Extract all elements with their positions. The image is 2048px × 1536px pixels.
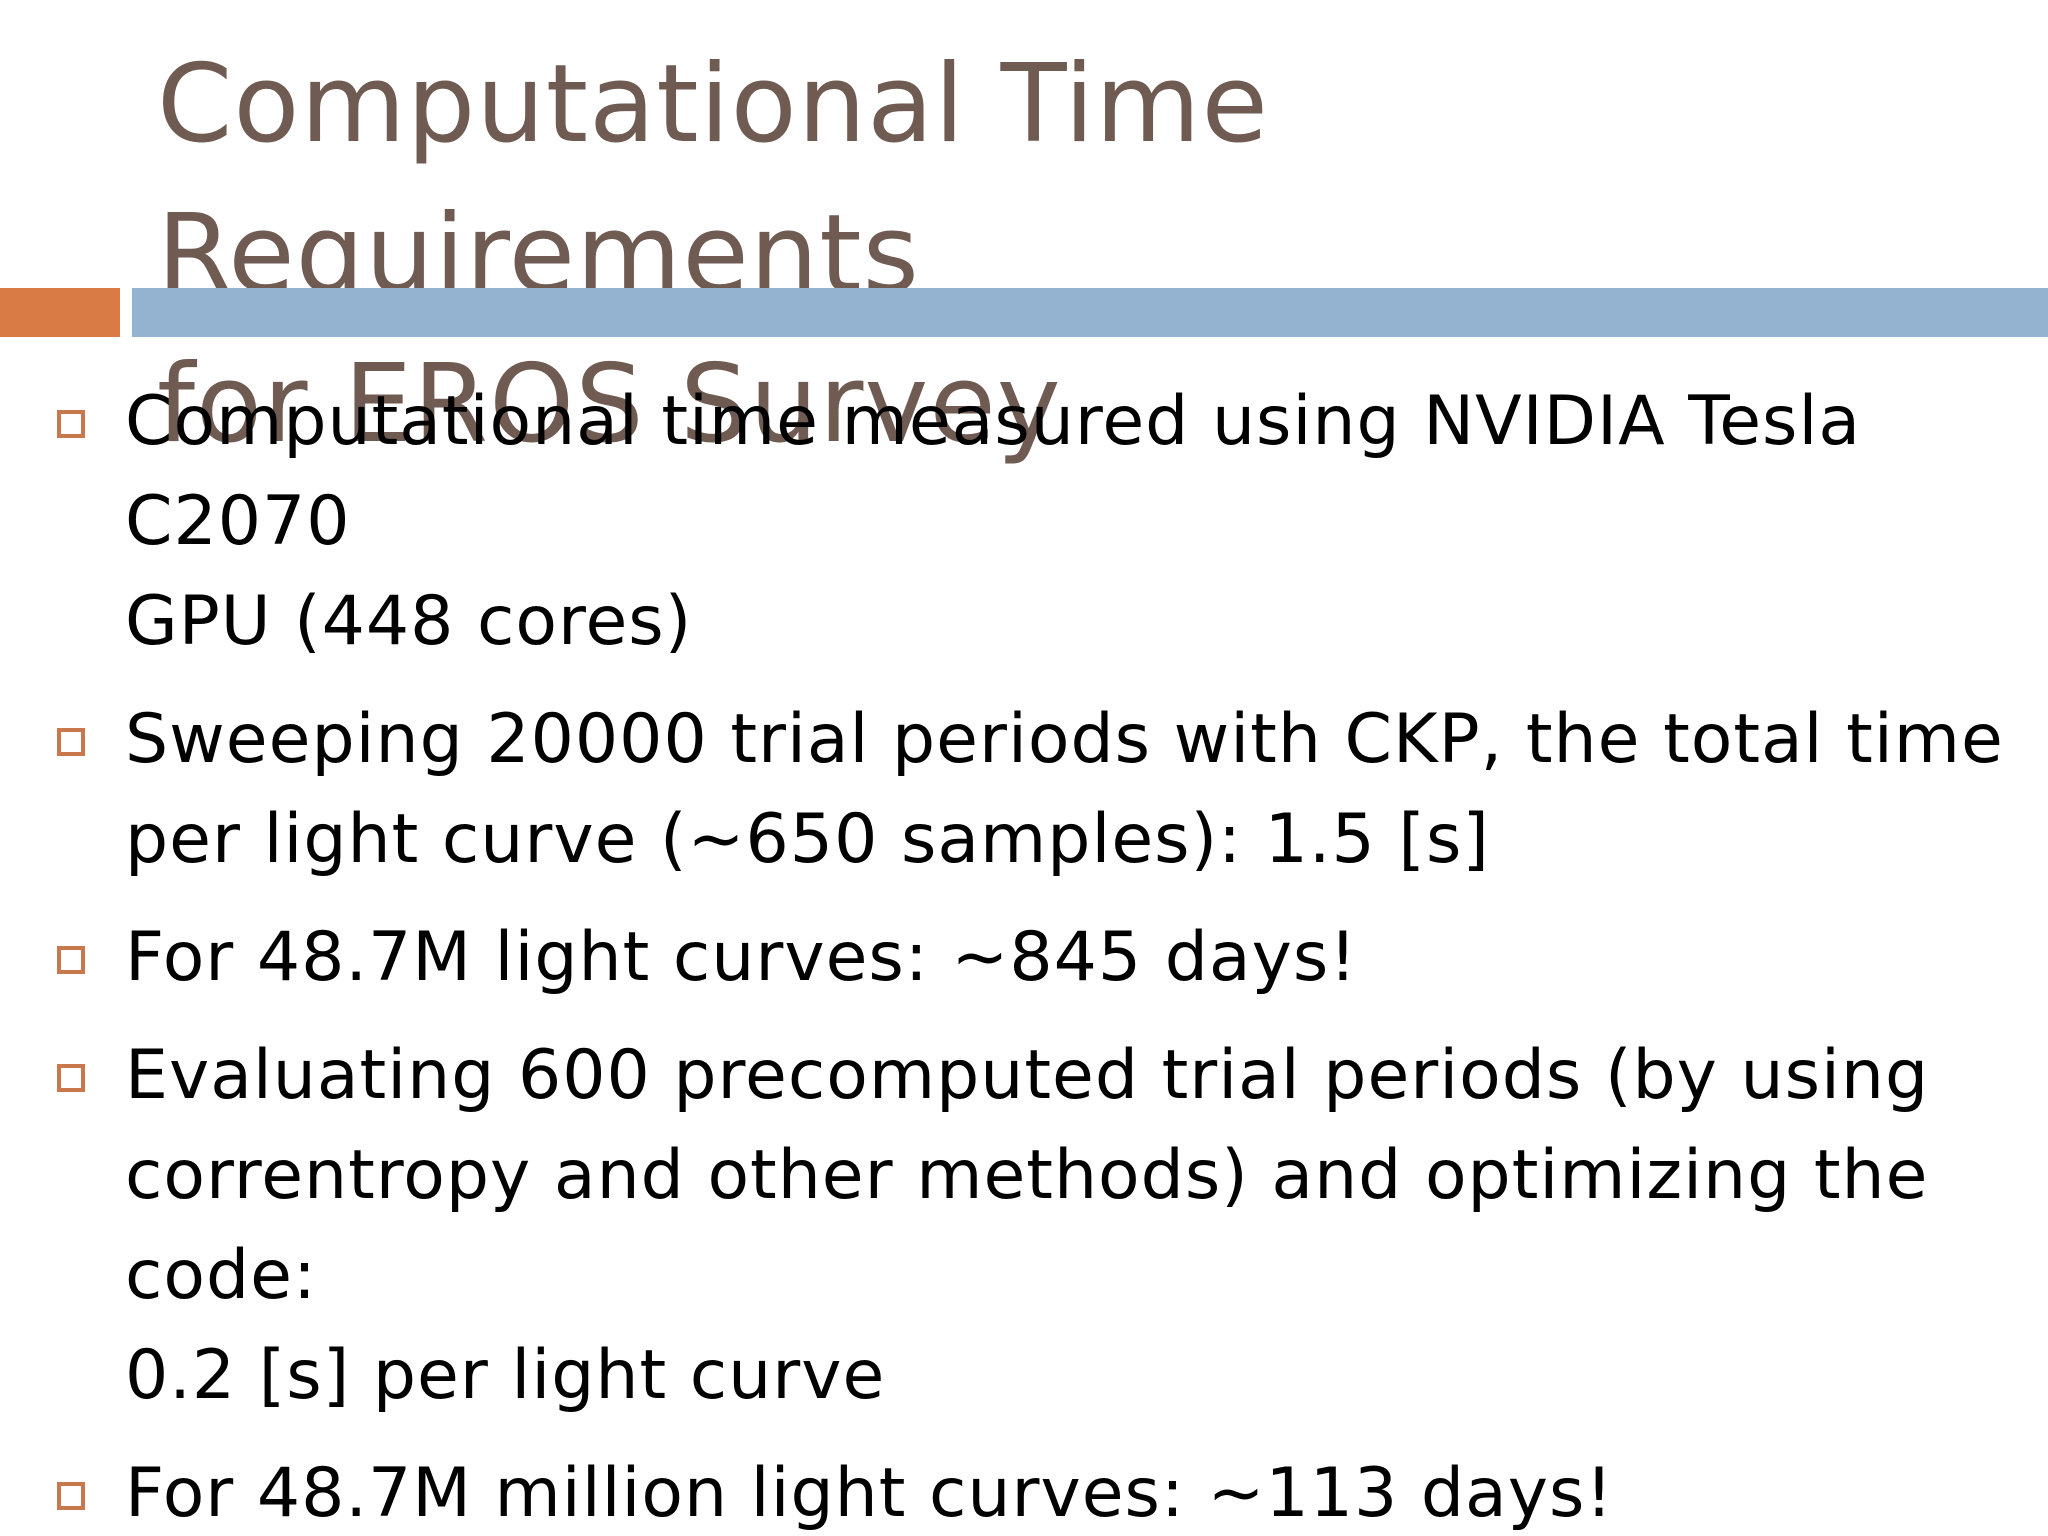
bullet-item: Sweeping 20000 trial periods with CKP, t… <box>0 690 2048 890</box>
bullet-item: Evaluating 600 precomputed trial periods… <box>0 1026 2048 1426</box>
bullet-text-line-1: Sweeping 20000 trial periods with CKP, t… <box>125 700 2004 779</box>
bullet-text-line-1: Computational time measured using NVIDIA… <box>125 382 1862 561</box>
bullet-text-line-2: GPU (448 cores) <box>125 582 693 661</box>
hollow-square-bullet-icon <box>57 410 85 438</box>
hollow-square-bullet-icon <box>57 1482 85 1510</box>
title-line-1: Computational Time Requirements <box>157 42 1269 317</box>
hollow-square-bullet-icon <box>57 728 85 756</box>
bullet-list: Computational time measured using NVIDIA… <box>0 372 2048 1536</box>
bullet-text-line-1: Evaluating 600 precomputed trial periods… <box>125 1036 1930 1115</box>
bullet-text-line-3: 0.2 [s] per light curve <box>125 1336 886 1415</box>
bullet-item: For 48.7M million light curves: ~113 day… <box>0 1444 2048 1536</box>
hollow-square-bullet-icon <box>57 1064 85 1092</box>
bullet-text-line-2: correntropy and other methods) and optim… <box>125 1136 1929 1315</box>
orange-accent-bar <box>0 288 120 337</box>
bullet-text-line-1: For 48.7M light curves: ~845 days! <box>125 918 1358 997</box>
bullet-item: For 48.7M light curves: ~845 days! <box>0 908 2048 1008</box>
title-line-2: for EROS Survey <box>157 342 1062 467</box>
hollow-square-bullet-icon <box>57 946 85 974</box>
bullet-item: Computational time measured using NVIDIA… <box>0 372 2048 672</box>
slide-title: Computational Time Requirements for EROS… <box>157 30 2017 480</box>
blue-accent-bar <box>132 288 2048 337</box>
bullet-text-line-2: per light curve (~650 samples): 1.5 [s] <box>125 800 1490 879</box>
bullet-text-line-1: For 48.7M million light curves: ~113 day… <box>125 1454 1614 1533</box>
